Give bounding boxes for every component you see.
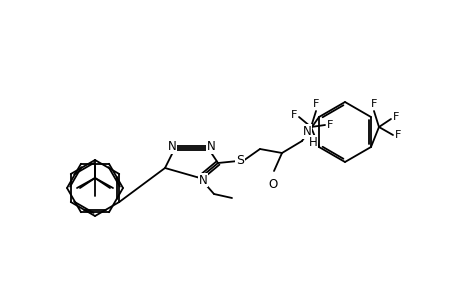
Text: N: N	[198, 173, 207, 187]
Text: O: O	[268, 178, 277, 191]
Text: F: F	[326, 120, 333, 130]
Text: N: N	[167, 140, 176, 154]
Text: F: F	[312, 99, 319, 109]
Text: F: F	[290, 110, 297, 120]
Text: N: N	[302, 125, 311, 138]
Text: S: S	[235, 154, 243, 167]
Text: F: F	[394, 130, 401, 140]
Text: N: N	[206, 140, 215, 154]
Text: F: F	[392, 112, 398, 122]
Text: F: F	[370, 99, 376, 109]
Text: H: H	[308, 136, 317, 148]
